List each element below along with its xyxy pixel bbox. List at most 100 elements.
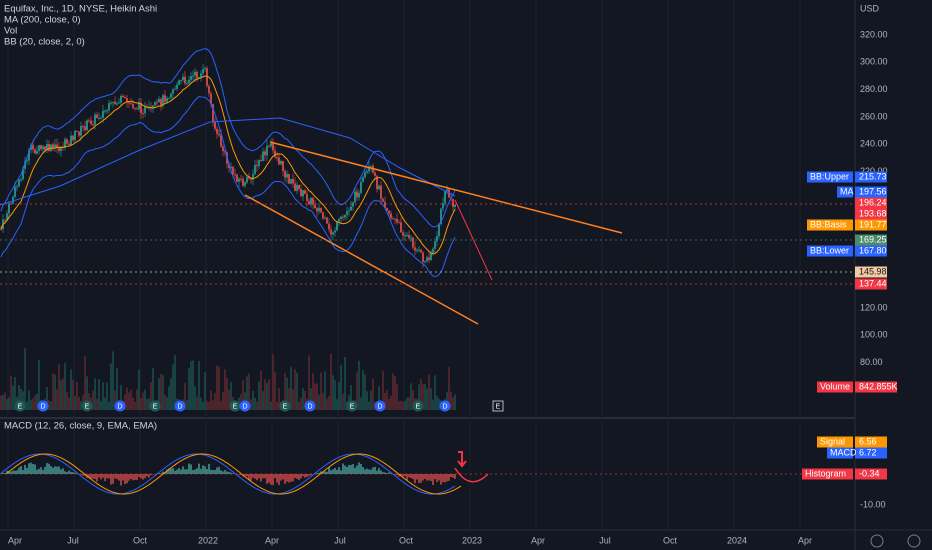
candle-body — [12, 196, 14, 204]
macd-hist — [420, 474, 422, 483]
macd-hist — [10, 471, 12, 474]
macd-hist — [62, 468, 64, 474]
macd-hist — [382, 472, 384, 474]
volume-bar — [240, 393, 242, 410]
candle-body — [42, 146, 44, 150]
event-letter[interactable]: E — [153, 403, 158, 410]
candle-body — [234, 174, 236, 176]
volume-bar — [342, 393, 344, 410]
candle-body — [202, 69, 204, 74]
event-letter[interactable]: E — [350, 403, 355, 410]
candle-body — [36, 151, 38, 154]
candle-body — [304, 190, 306, 194]
volume-bar — [368, 401, 370, 410]
volume-bar — [28, 390, 30, 410]
volume-bar — [360, 397, 362, 410]
event-letter[interactable]: E — [85, 403, 90, 410]
candle-body — [342, 216, 344, 218]
candle-body — [298, 185, 300, 190]
volume-bar — [260, 370, 262, 410]
event-letter[interactable]: E — [416, 403, 421, 410]
candle-body — [374, 172, 376, 176]
volume-bar — [72, 379, 74, 410]
candle-body — [270, 143, 272, 147]
volume-bar — [128, 392, 130, 410]
price-label: 320.00 — [860, 29, 888, 39]
macd-hist — [70, 471, 72, 474]
volume-bar — [430, 388, 432, 410]
time-label: Jul — [67, 535, 79, 545]
scale-icon[interactable] — [907, 534, 921, 548]
macd-hist — [428, 474, 430, 481]
macd-hist — [304, 474, 306, 478]
volume-bar — [284, 372, 286, 410]
event-letter[interactable]: E — [233, 403, 238, 410]
candle-body — [410, 237, 412, 239]
candle-body — [24, 161, 26, 169]
macd-hist — [446, 474, 448, 482]
macd-hist — [142, 474, 144, 480]
name-tag-text: MACD — [830, 447, 857, 457]
event-letter[interactable]: D — [377, 403, 382, 410]
volume-bar — [270, 401, 272, 410]
value-tag — [855, 447, 887, 459]
settings-icon[interactable] — [870, 534, 884, 548]
volume-bar — [70, 369, 72, 410]
volume-bar — [20, 388, 22, 410]
candle-body — [238, 178, 240, 182]
candle-body — [420, 249, 422, 253]
candle-body — [128, 102, 130, 104]
event-icon — [346, 400, 358, 412]
name-tag-text: BB:Upper — [810, 171, 849, 181]
name-tag — [807, 171, 853, 183]
time-label: Apr — [798, 535, 812, 545]
macd-hist — [16, 470, 18, 474]
name-tag — [817, 436, 853, 448]
event-letter[interactable]: D — [307, 403, 312, 410]
volume-bar — [396, 384, 398, 410]
volume-bar — [410, 383, 412, 410]
event-letter[interactable]: D — [242, 403, 247, 410]
candle-body — [328, 223, 330, 230]
volume-bar — [336, 399, 338, 410]
macd-hist — [208, 463, 210, 474]
volume-bar — [254, 397, 256, 410]
event-letter[interactable]: E — [496, 403, 501, 410]
volume-bar — [452, 397, 454, 410]
event-letter[interactable]: E — [283, 403, 288, 410]
macd-hist — [388, 472, 390, 474]
macd-hist — [102, 474, 104, 478]
volume-bar — [218, 366, 220, 410]
name-tag-text: BB:Basis — [810, 219, 847, 229]
event-letter[interactable]: D — [442, 403, 447, 410]
time-label: Jul — [334, 535, 346, 545]
candle-body — [78, 131, 80, 136]
candle-body — [194, 71, 196, 76]
candle-body — [100, 117, 102, 119]
macd-hist — [380, 470, 382, 474]
candle-body — [394, 218, 396, 220]
candle-body — [392, 218, 394, 220]
macd-hist — [372, 467, 374, 474]
volume-bar — [278, 388, 280, 410]
name-tag — [802, 468, 853, 480]
event-letter[interactable]: E — [18, 403, 23, 410]
event-letter[interactable]: D — [117, 403, 122, 410]
macd-hist — [144, 474, 146, 479]
candle-body — [252, 173, 254, 180]
volume-bar — [186, 400, 188, 410]
macd-hist — [52, 467, 54, 474]
value-tag-text: -0.34 — [859, 468, 880, 478]
event-icon — [14, 400, 26, 412]
candle-body — [384, 201, 386, 208]
volume-bar — [18, 385, 20, 410]
macd-hist — [172, 468, 174, 474]
volume-bar — [308, 355, 310, 410]
event-letter[interactable]: D — [40, 403, 45, 410]
event-letter[interactable]: D — [177, 403, 182, 410]
macd-hist — [324, 471, 326, 474]
macd-hist — [434, 474, 436, 480]
candle-body — [160, 98, 162, 106]
candle-body — [126, 98, 128, 103]
volume-bar — [318, 394, 320, 410]
